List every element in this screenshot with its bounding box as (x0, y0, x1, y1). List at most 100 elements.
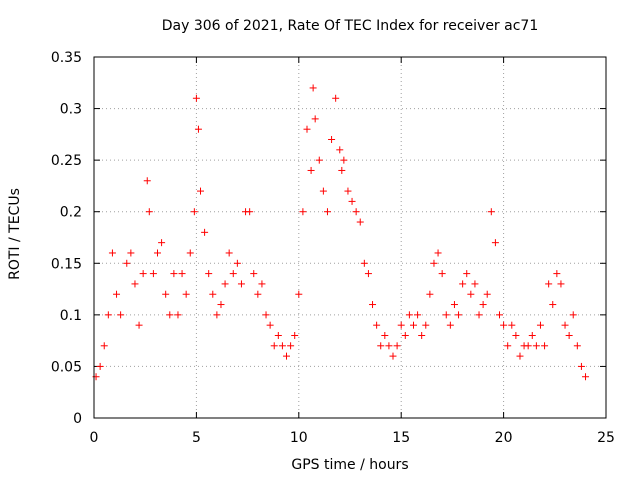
data-point (582, 373, 590, 381)
data-point (315, 156, 323, 164)
data-point (536, 321, 544, 329)
data-point (369, 301, 377, 309)
data-point (194, 125, 202, 133)
data-point (162, 290, 170, 298)
data-point (377, 342, 385, 350)
data-point (385, 342, 393, 350)
grid-lines (94, 57, 606, 418)
data-point (393, 342, 401, 350)
data-point (504, 342, 512, 350)
data-point (217, 301, 225, 309)
data-point (278, 342, 286, 350)
y-tick-label: 0.15 (51, 256, 82, 272)
data-point (467, 290, 475, 298)
data-point (266, 321, 274, 329)
data-point (309, 84, 317, 92)
data-point (455, 311, 463, 319)
data-point (397, 321, 405, 329)
data-point (434, 249, 442, 257)
x-tick-label: 10 (290, 430, 308, 446)
data-point (577, 362, 585, 370)
x-tick-label: 25 (597, 430, 615, 446)
data-point (149, 270, 157, 278)
x-tick-label: 15 (392, 430, 410, 446)
data-point (170, 270, 178, 278)
data-point (143, 177, 151, 185)
data-point (348, 197, 356, 205)
data-point (117, 311, 125, 319)
data-point (205, 270, 213, 278)
data-point (352, 208, 360, 216)
data-point (475, 311, 483, 319)
data-point (303, 125, 311, 133)
data-point (123, 259, 131, 267)
data-point (291, 331, 299, 339)
data-point (500, 321, 508, 329)
data-point (381, 331, 389, 339)
data-point (182, 290, 190, 298)
data-point (135, 321, 143, 329)
data-point (213, 311, 221, 319)
x-tick-label: 0 (90, 430, 99, 446)
y-tick-label: 0 (73, 411, 82, 427)
y-tick-label: 0.1 (60, 308, 82, 324)
data-point (414, 311, 422, 319)
data-point (332, 94, 340, 102)
chart-title: Day 306 of 2021, Rate Of TEC Index for r… (161, 18, 539, 34)
x-tick-label: 5 (192, 430, 201, 446)
data-point (246, 208, 254, 216)
data-point (508, 321, 516, 329)
data-point (299, 208, 307, 216)
data-point (463, 270, 471, 278)
data-point (459, 280, 467, 288)
data-point (209, 290, 217, 298)
data-point (426, 290, 434, 298)
data-point (356, 218, 364, 226)
data-point (174, 311, 182, 319)
data-points (92, 84, 590, 381)
data-point (186, 249, 194, 257)
data-point (524, 342, 532, 350)
data-point (545, 280, 553, 288)
data-point (295, 290, 303, 298)
data-point (258, 280, 266, 288)
data-point (532, 342, 540, 350)
data-point (307, 166, 315, 174)
data-point (237, 280, 245, 288)
data-point (549, 301, 557, 309)
data-point (287, 342, 295, 350)
data-point (166, 311, 174, 319)
data-point (553, 270, 561, 278)
y-tick-label: 0.05 (51, 359, 82, 375)
data-point (487, 208, 495, 216)
y-tick-label: 0.25 (51, 153, 82, 169)
data-point (569, 311, 577, 319)
x-tick-label: 20 (495, 430, 513, 446)
data-point (483, 290, 491, 298)
data-point (422, 321, 430, 329)
data-point (438, 270, 446, 278)
data-point (221, 280, 229, 288)
data-point (344, 187, 352, 195)
data-point (479, 301, 487, 309)
data-point (113, 290, 121, 298)
data-point (405, 311, 413, 319)
data-point (100, 342, 108, 350)
y-tick-label: 0.35 (51, 50, 82, 66)
data-point (360, 259, 368, 267)
axis-ticks: 0 5 10 15 20 25 0 0.05 0.1 0.15 0.2 0.25 0.3 0.35 (51, 50, 615, 446)
data-point (328, 136, 336, 144)
x-axis-label: GPS time / hours (291, 457, 409, 473)
data-point (196, 187, 204, 195)
data-point (127, 249, 135, 257)
data-point (104, 311, 112, 319)
data-point (401, 331, 409, 339)
data-point (364, 270, 372, 278)
plot-frame (93, 56, 607, 419)
data-point (450, 301, 458, 309)
data-point (418, 331, 426, 339)
y-axis-label: ROTI / TECUs (7, 188, 23, 280)
data-point (516, 352, 524, 360)
data-point (565, 331, 573, 339)
data-point (323, 208, 331, 216)
